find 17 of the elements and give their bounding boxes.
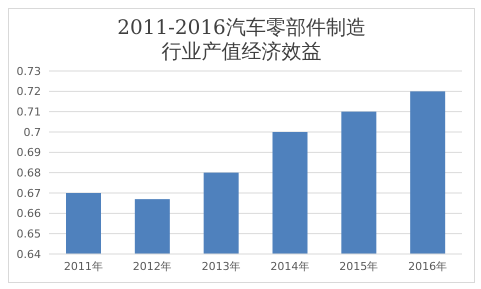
y-tick-label: 0.66 <box>16 207 41 220</box>
chart-title: 2011-2016汽车零部件制造行业产值经济效益 <box>116 15 367 63</box>
y-tick-label: 0.65 <box>16 228 41 241</box>
x-tick-label: 2012年 <box>132 260 172 273</box>
x-tick-label: 2013年 <box>202 260 241 273</box>
y-tick-label: 0.64 <box>16 248 41 261</box>
x-tick-label: 2011年 <box>64 260 103 273</box>
y-tick-label: 0.69 <box>16 146 41 160</box>
y-tick-label: 0.67 <box>16 186 41 200</box>
x-tick-label: 2016年 <box>408 260 448 273</box>
y-tick-label: 0.71 <box>16 106 41 119</box>
x-tick-label: 2015年 <box>339 260 378 273</box>
y-tick-label: 0.7 <box>24 126 41 139</box>
y-tick-label: 0.72 <box>16 85 41 98</box>
y-tick-label: 0.73 <box>16 64 41 78</box>
y-tick-label: 0.68 <box>16 166 41 180</box>
x-tick-label: 2014年 <box>270 260 310 273</box>
